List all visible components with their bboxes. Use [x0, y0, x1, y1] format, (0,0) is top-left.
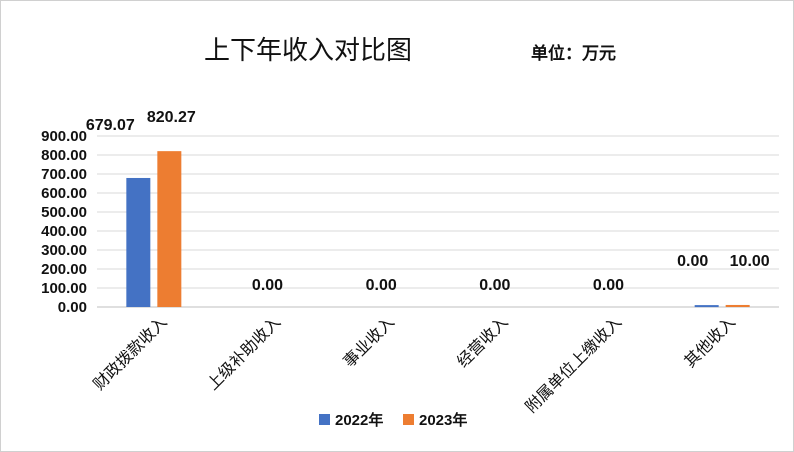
data-label: 0.00 [366, 277, 397, 294]
y-tick-label: 300.00 [41, 242, 87, 259]
data-label: 0.00 [593, 277, 624, 294]
y-axis-ticks: 0.00 100.00 200.00 300.00 400.00 500.00 600.00… [41, 128, 87, 316]
x-tick-label: 上级补助收入 [203, 312, 284, 393]
y-tick-label: 100.00 [41, 280, 87, 297]
x-tick-label: 事业收入 [339, 312, 398, 371]
y-tick-label: 200.00 [41, 261, 87, 278]
unit-label: 单位：万元 [531, 43, 616, 64]
y-tick-label: 600.00 [41, 185, 87, 202]
bar [694, 305, 719, 308]
data-labels: 679.07 820.27 0.00 0.00 0.00 0.00 0.00 10.00 [86, 109, 770, 294]
legend-swatch [319, 414, 330, 425]
y-tick-label: 500.00 [41, 204, 87, 221]
x-tick-label: 财政拨款收入 [89, 312, 170, 393]
legend-swatch [403, 414, 414, 425]
gridlines [97, 135, 779, 308]
legend-label: 2023年 [419, 411, 467, 429]
legend-label: 2022年 [335, 411, 383, 429]
y-tick-label: 700.00 [41, 166, 87, 183]
data-label: 0.00 [677, 253, 708, 270]
x-tick-label: 附属单位上缴收入 [521, 312, 625, 416]
data-label: 679.07 [86, 117, 135, 134]
y-tick-label: 400.00 [41, 223, 87, 240]
bar [126, 177, 151, 307]
bars [126, 151, 750, 308]
x-axis-ticks: 财政拨款收入 上级补助收入 事业收入 经营收入 附属单位上缴收入 其他收入 [89, 312, 739, 416]
bar [157, 151, 182, 307]
data-label: 10.00 [730, 253, 770, 270]
legend: 2022年 2023年 [319, 411, 467, 429]
data-label: 820.27 [147, 109, 196, 126]
chart-title: 上下年收入对比图 [204, 36, 412, 66]
y-tick-label: 900.00 [41, 128, 87, 145]
y-tick-label: 0.00 [58, 299, 87, 316]
bar [725, 304, 750, 307]
x-tick-label: 其他收入 [680, 312, 739, 371]
data-label: 0.00 [479, 277, 510, 294]
x-tick-label: 经营收入 [453, 312, 512, 371]
data-label: 0.00 [252, 277, 283, 294]
y-tick-label: 800.00 [41, 147, 87, 164]
